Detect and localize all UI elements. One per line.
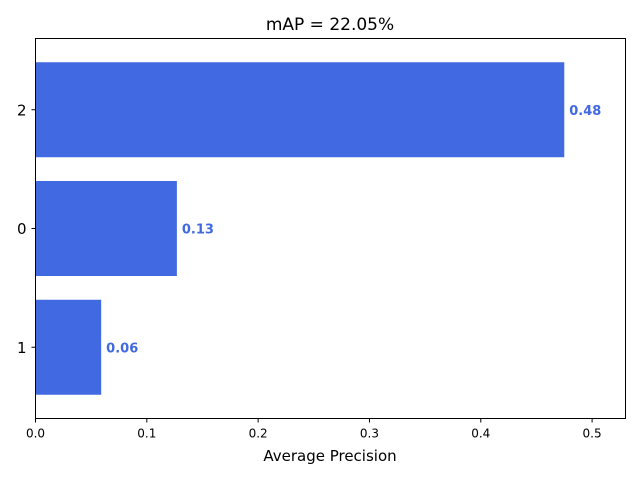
y-tick-label-0: 0 <box>17 220 27 238</box>
x-tick-label-1: 0.1 <box>137 427 156 441</box>
x-tick-label-4: 0.4 <box>471 427 490 441</box>
y-tick-label-1: 1 <box>17 339 27 357</box>
x-axis-label: Average Precision <box>263 447 396 465</box>
data-label-0: 0.13 <box>182 223 214 238</box>
x-tick-label-5: 0.5 <box>583 427 602 441</box>
x-tick-label-2: 0.2 <box>249 427 268 441</box>
data-label-1: 0.06 <box>106 341 138 356</box>
bar-0 <box>35 181 177 276</box>
x-axis-ticks: 0.0 0.1 0.2 0.3 0.4 0.5 <box>26 418 602 441</box>
y-axis-ticks: 2 0 1 <box>17 101 36 357</box>
y-tick-label-2: 2 <box>17 101 27 119</box>
bar-1 <box>35 299 102 395</box>
bars-layer <box>35 62 565 395</box>
bar-2 <box>35 62 565 158</box>
x-tick-label-0: 0.0 <box>26 427 45 441</box>
chart-title: mAP = 22.05% <box>266 15 394 35</box>
data-label-2: 0.48 <box>569 104 601 119</box>
x-tick-label-3: 0.3 <box>360 427 379 441</box>
data-labels-layer: 0.48 0.13 0.06 <box>106 104 601 357</box>
